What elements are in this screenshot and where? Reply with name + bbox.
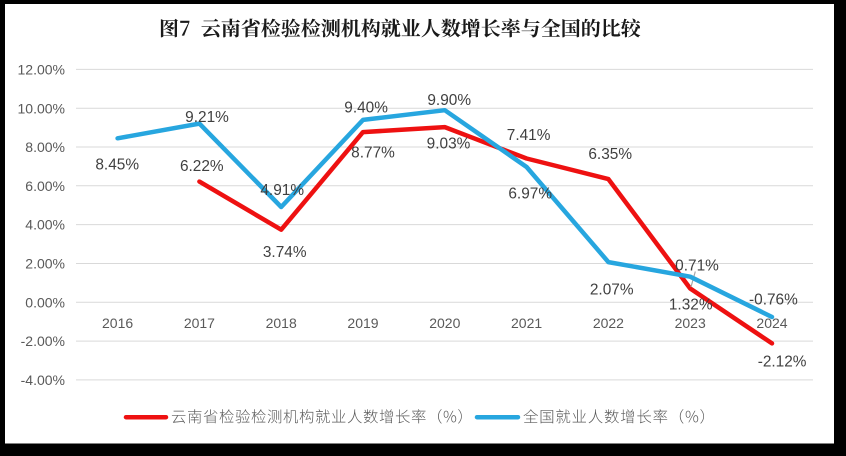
svg-text:-2.12%: -2.12% [758, 353, 807, 370]
svg-text:6.97%: 6.97% [508, 185, 552, 202]
svg-text:9.03%: 9.03% [427, 135, 471, 152]
svg-text:2022: 2022 [593, 315, 624, 331]
svg-text:2020: 2020 [429, 315, 460, 331]
svg-text:-4.00%: -4.00% [21, 372, 65, 388]
svg-text:10.00%: 10.00% [18, 100, 65, 116]
svg-text:2018: 2018 [266, 315, 297, 331]
svg-text:9.40%: 9.40% [344, 99, 388, 116]
svg-text:9.21%: 9.21% [185, 109, 229, 126]
svg-text:2019: 2019 [347, 315, 378, 331]
svg-text:2023: 2023 [675, 315, 706, 331]
svg-text:6.35%: 6.35% [588, 146, 632, 163]
svg-text:4.00%: 4.00% [25, 217, 65, 233]
svg-text:0.71%: 0.71% [675, 258, 719, 275]
svg-text:2.07%: 2.07% [590, 281, 634, 298]
svg-text:1.32%: 1.32% [669, 296, 713, 313]
svg-text:12.00%: 12.00% [18, 62, 65, 78]
svg-text:2021: 2021 [511, 315, 542, 331]
svg-text:6.00%: 6.00% [25, 178, 65, 194]
svg-text:2017: 2017 [184, 315, 215, 331]
svg-text:6.22%: 6.22% [180, 158, 224, 175]
svg-text:0.00%: 0.00% [25, 294, 65, 310]
svg-text:8.77%: 8.77% [351, 145, 395, 162]
svg-text:3.74%: 3.74% [263, 244, 307, 261]
svg-text:8.45%: 8.45% [95, 156, 139, 173]
svg-text:8.00%: 8.00% [25, 139, 65, 155]
svg-text:2024: 2024 [756, 315, 787, 331]
svg-text:2.00%: 2.00% [25, 256, 65, 272]
svg-text:4.91%: 4.91% [260, 182, 304, 199]
svg-text:-2.00%: -2.00% [21, 333, 65, 349]
svg-text:2016: 2016 [102, 315, 133, 331]
svg-text:9.90%: 9.90% [427, 92, 471, 109]
svg-text:7.41%: 7.41% [507, 127, 551, 144]
svg-text:-0.76%: -0.76% [749, 292, 798, 309]
